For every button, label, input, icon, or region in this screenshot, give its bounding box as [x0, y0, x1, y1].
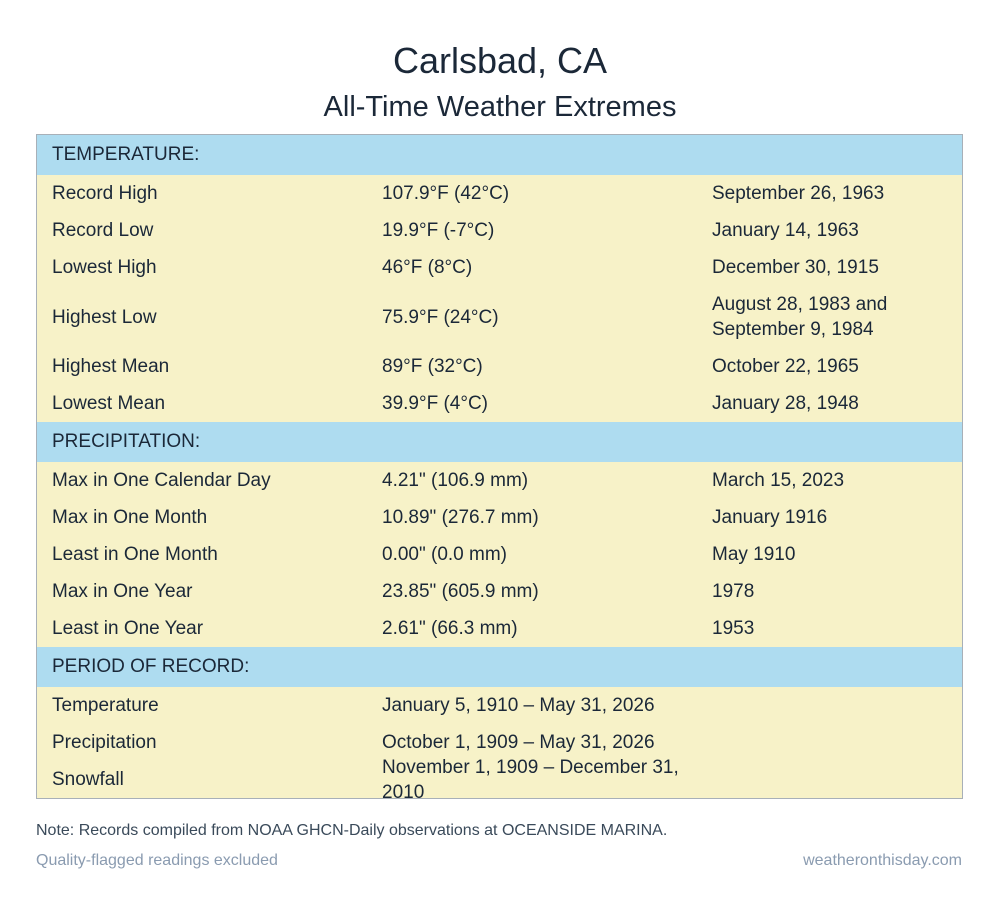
- table-cell: 2.61" (66.3 mm): [382, 618, 518, 639]
- table-cell: Lowest Mean: [52, 393, 166, 414]
- table-row: Temperature January 5, 1910 – May 31, 202…: [37, 687, 962, 724]
- section-heading: PRECIPITATION:: [37, 422, 962, 462]
- table-cell: December 30, 1915: [712, 257, 879, 278]
- table-cell: January 28, 1948: [712, 393, 859, 414]
- table-cell: Record High: [52, 183, 158, 204]
- table-cell: Max in One Month: [52, 507, 208, 528]
- table-cell: January 14, 1963: [712, 220, 859, 241]
- table-cell: 46°F (8°C): [382, 257, 473, 278]
- table-cell: Highest Low: [52, 306, 157, 328]
- table-cell: October 1, 1909 – May 31, 2026: [382, 732, 655, 753]
- table-row: Max in One Year 23.85" (605.9 mm) 1978: [37, 573, 962, 610]
- table-cell: Max in One Calendar Day: [52, 470, 271, 491]
- table-cell: September 26, 1963: [712, 183, 885, 204]
- table-cell: Precipitation: [52, 732, 157, 753]
- table-row: Max in One Month 10.89" (276.7 mm) January…: [37, 499, 962, 536]
- table-row: Precipitation October 1, 1909 – May 31, 2…: [37, 724, 962, 761]
- table-cell: Least in One Month: [52, 544, 218, 565]
- table-cell: January 1916: [712, 507, 828, 528]
- table-cell: Snowfall: [52, 769, 124, 790]
- table-row: Highest Mean 89°F (32°C) October 22, 1965: [37, 348, 962, 385]
- table-cell: March 15, 2023: [712, 470, 845, 491]
- title: Carlsbad, CA: [392, 40, 608, 81]
- table-cell: 39.9°F (4°C): [382, 393, 489, 414]
- note: Note: Records compiled from NOAA GHCN-Da…: [36, 822, 668, 839]
- footer-left: Quality-flagged readings excluded: [36, 852, 278, 869]
- table-cell: Least in One Year: [52, 618, 204, 639]
- table-row: Lowest Mean 39.9°F (4°C) January 28, 1948: [37, 385, 962, 422]
- table-cell: August 28, 1983 and September 9, 1984: [712, 294, 888, 340]
- table-cell: 75.9°F (24°C): [382, 306, 499, 328]
- table-cell: November 1, 1909 – December 31, 2010: [382, 756, 679, 803]
- table-row: Max in One Calendar Day 4.21" (106.9 mm) M…: [37, 462, 962, 499]
- records-table: TEMPERATURE: Record High 107.9°F (42°C) Sep…: [36, 134, 963, 803]
- table-row: Record Low 19.9°F (-7°C) January 14, 1963: [37, 212, 962, 249]
- table-cell: 10.89" (276.7 mm): [382, 507, 539, 528]
- table-cell: Temperature: [52, 695, 159, 716]
- table-row: Lowest High 46°F (8°C) December 30, 1915: [37, 249, 962, 286]
- section-heading: PERIOD OF RECORD:: [37, 647, 962, 687]
- section-heading: TEMPERATURE:: [37, 135, 962, 175]
- table-cell: Lowest High: [52, 257, 157, 278]
- table-cell: Record Low: [52, 220, 154, 241]
- table-row: Least in One Month 0.00" (0.0 mm) May 1910: [37, 536, 962, 573]
- table-cell: 107.9°F (42°C): [382, 183, 510, 204]
- table-cell: May 1910: [712, 544, 796, 565]
- table-cell: 23.85" (605.9 mm): [382, 581, 539, 602]
- table-cell: Highest Mean: [52, 356, 170, 377]
- table-cell: 1978: [712, 581, 755, 602]
- table-cell: 0.00" (0.0 mm): [382, 544, 508, 565]
- table-row: Highest Low 75.9°F (24°C) August 28, 1983 …: [37, 286, 962, 348]
- table-cell: 4.21" (106.9 mm): [382, 470, 529, 491]
- table-cell: January 5, 1910 – May 31, 2026: [382, 695, 655, 716]
- table-row: Record High 107.9°F (42°C) September 26, 1…: [37, 175, 962, 212]
- table-cell: October 22, 1965: [712, 356, 859, 377]
- table-row: Snowfall November 1, 1909 – December 31, …: [37, 757, 962, 803]
- subtitle: All-Time Weather Extremes: [323, 91, 677, 123]
- table-row: Least in One Year 2.61" (66.3 mm) 1953: [37, 610, 962, 647]
- footer-right: weatheronthisday.com: [803, 852, 962, 869]
- table-cell: 1953: [712, 618, 755, 639]
- table-cell: 89°F (32°C): [382, 356, 483, 377]
- table-cell: Max in One Year: [52, 581, 193, 602]
- table-cell: 19.9°F (-7°C): [382, 220, 495, 241]
